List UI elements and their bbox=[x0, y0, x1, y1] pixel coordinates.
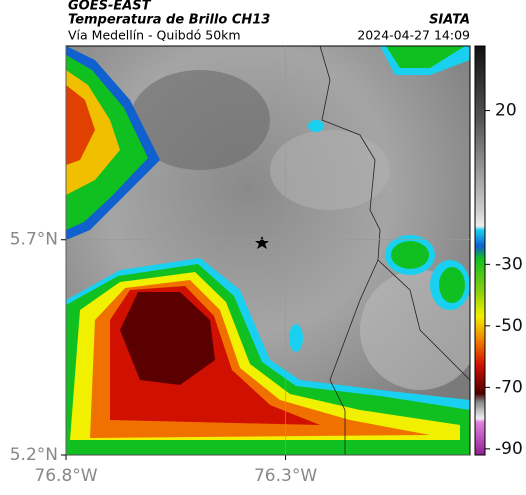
city-marker bbox=[255, 236, 269, 249]
colorbar-tick-label: -70 bbox=[495, 377, 523, 397]
x-tick-label: 76.3°W bbox=[254, 466, 317, 486]
colorbar bbox=[474, 45, 486, 456]
ticks: 76.8°W 76.3°W 5.7°N 5.2°N 20 -30 -50 -70 -90 bbox=[10, 46, 523, 486]
colorbar-tick-label: -90 bbox=[495, 439, 523, 459]
agency: GOES-EAST bbox=[68, 0, 152, 14]
colorbar-tick-label: 20 bbox=[495, 101, 517, 121]
title: Temperatura de Brillo CH13 bbox=[68, 13, 270, 28]
border-line bbox=[319, 45, 471, 455]
x-tick-label: 76.8°W bbox=[34, 466, 97, 486]
satellite-image bbox=[66, 46, 470, 455]
y-tick-label: 5.2°N bbox=[10, 445, 58, 465]
timestamp: 2024-04-27 14:09 bbox=[357, 28, 470, 43]
colorbar-tick-label: -50 bbox=[495, 316, 523, 336]
y-tick-label: 5.7°N bbox=[10, 230, 58, 250]
colorbar-tick-label: -30 bbox=[495, 254, 523, 274]
subtitle: Vía Medellín - Quibdó 50km bbox=[68, 28, 241, 43]
brand: SIATA bbox=[429, 13, 470, 28]
